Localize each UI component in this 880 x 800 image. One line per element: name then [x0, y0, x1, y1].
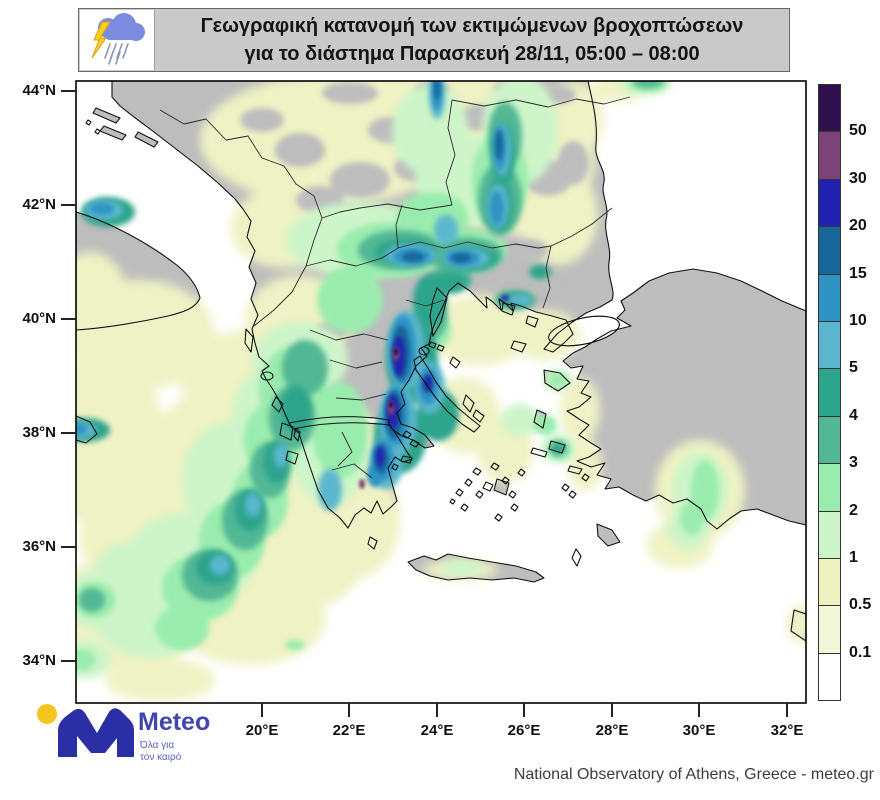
country-borders [159, 96, 631, 479]
lon-label-32e: 32°E [770, 722, 804, 739]
colorbar-label-3: 3 [849, 454, 858, 471]
colorbar-cell [819, 557, 840, 606]
map-title-line2: για το διάστημα Παρασκευή 28/11, 05:00 –… [244, 43, 700, 65]
meteo-logo [37, 704, 134, 757]
lightning-icon [91, 21, 111, 59]
colorbar-cell [819, 510, 840, 558]
lon-label-30e: 30°E [682, 722, 716, 739]
colorbar-cell [819, 226, 840, 274]
colorbar-cell [819, 652, 840, 701]
colorbar-label-4: 4 [849, 407, 858, 424]
logo-tagline-2: τον καιρό [140, 752, 182, 763]
lon-label-20e: 20°E [245, 722, 279, 739]
colorbar-cell [819, 178, 840, 227]
lat-label-42n: 42°N [22, 196, 56, 213]
colorbar-label-50: 50 [849, 122, 867, 139]
colorbar-cell [819, 415, 840, 464]
logo-tagline-1: Όλα για [140, 740, 175, 751]
colorbar-cell [819, 320, 840, 369]
lon-label-26e: 26°E [507, 722, 541, 739]
lat-label-36n: 36°N [22, 538, 56, 555]
lat-label-40n: 40°N [22, 310, 56, 327]
colorbar-cell [819, 131, 840, 179]
colorbar-label-5: 5 [849, 359, 858, 376]
colorbar-label-30: 30 [849, 170, 867, 187]
lat-label-38n: 38°N [22, 424, 56, 441]
colorbar-cell [819, 85, 840, 132]
colorbar-label-0-5: 0.5 [849, 596, 872, 613]
lat-label-44n: 44°N [22, 82, 56, 99]
colorbar-cell [819, 605, 840, 653]
rainfall-colorbar [818, 84, 841, 701]
colorbar-cell [819, 463, 840, 511]
logo-m-icon [58, 708, 134, 757]
colorbar-cell [819, 273, 840, 321]
colorbar-cell [819, 368, 840, 416]
attribution-text: National Observatory of Athens, Greece -… [513, 766, 874, 783]
colorbar-label-10: 10 [849, 312, 867, 329]
rainfall-field [76, 81, 806, 702]
storm-cloud-icon [80, 10, 155, 70]
lon-label-22e: 22°E [332, 722, 366, 739]
map-title-line1: Γεωγραφική κατανομή των εκτιμώμενων βροχ… [200, 15, 744, 37]
colorbar-label-15: 15 [849, 265, 867, 282]
logo-sun-icon [37, 704, 57, 724]
rain-lines-icon [104, 43, 129, 65]
map-frame [75, 80, 807, 704]
colorbar-label-20: 20 [849, 217, 867, 234]
lon-label-28e: 28°E [595, 722, 629, 739]
colorbar-label-1: 1 [849, 549, 858, 566]
colorbar-label-0-1: 0.1 [849, 644, 872, 661]
colorbar-label-2: 2 [849, 502, 858, 519]
axis-ticks [61, 90, 788, 717]
lon-label-24e: 24°E [420, 722, 454, 739]
lat-label-34n: 34°N [22, 652, 56, 669]
title-bar: Γεωγραφική κατανομή των εκτιμώμενων βροχ… [78, 8, 790, 72]
meteo-logo-text: Meteo Όλα για τον καιρό [34, 700, 234, 770]
logo-brand: Meteo [138, 708, 211, 736]
